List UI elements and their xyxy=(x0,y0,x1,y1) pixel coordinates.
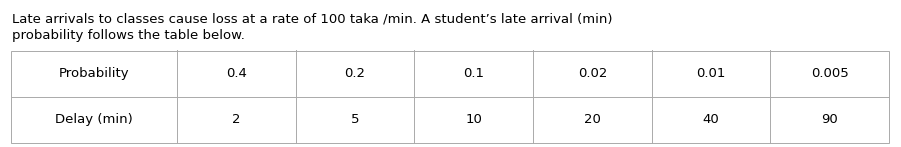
Text: 0.01: 0.01 xyxy=(696,67,725,80)
Text: 2: 2 xyxy=(232,113,241,126)
Text: Late arrivals to classes cause loss at a rate of 100 taka /min. A student’s late: Late arrivals to classes cause loss at a… xyxy=(12,12,613,25)
Text: 0.005: 0.005 xyxy=(811,67,849,80)
Text: 20: 20 xyxy=(584,113,601,126)
Bar xyxy=(11,51,889,143)
Text: 90: 90 xyxy=(822,113,838,126)
Text: 0.4: 0.4 xyxy=(226,67,247,80)
Text: 5: 5 xyxy=(350,113,359,126)
Text: Delay (min): Delay (min) xyxy=(55,113,133,126)
Text: 0.1: 0.1 xyxy=(463,67,484,80)
Text: 40: 40 xyxy=(703,113,719,126)
Text: 0.2: 0.2 xyxy=(344,67,366,80)
Text: Probability: Probability xyxy=(59,67,130,80)
Text: 0.02: 0.02 xyxy=(578,67,607,80)
Text: probability follows the table below.: probability follows the table below. xyxy=(12,30,245,42)
Text: 10: 10 xyxy=(465,113,482,126)
